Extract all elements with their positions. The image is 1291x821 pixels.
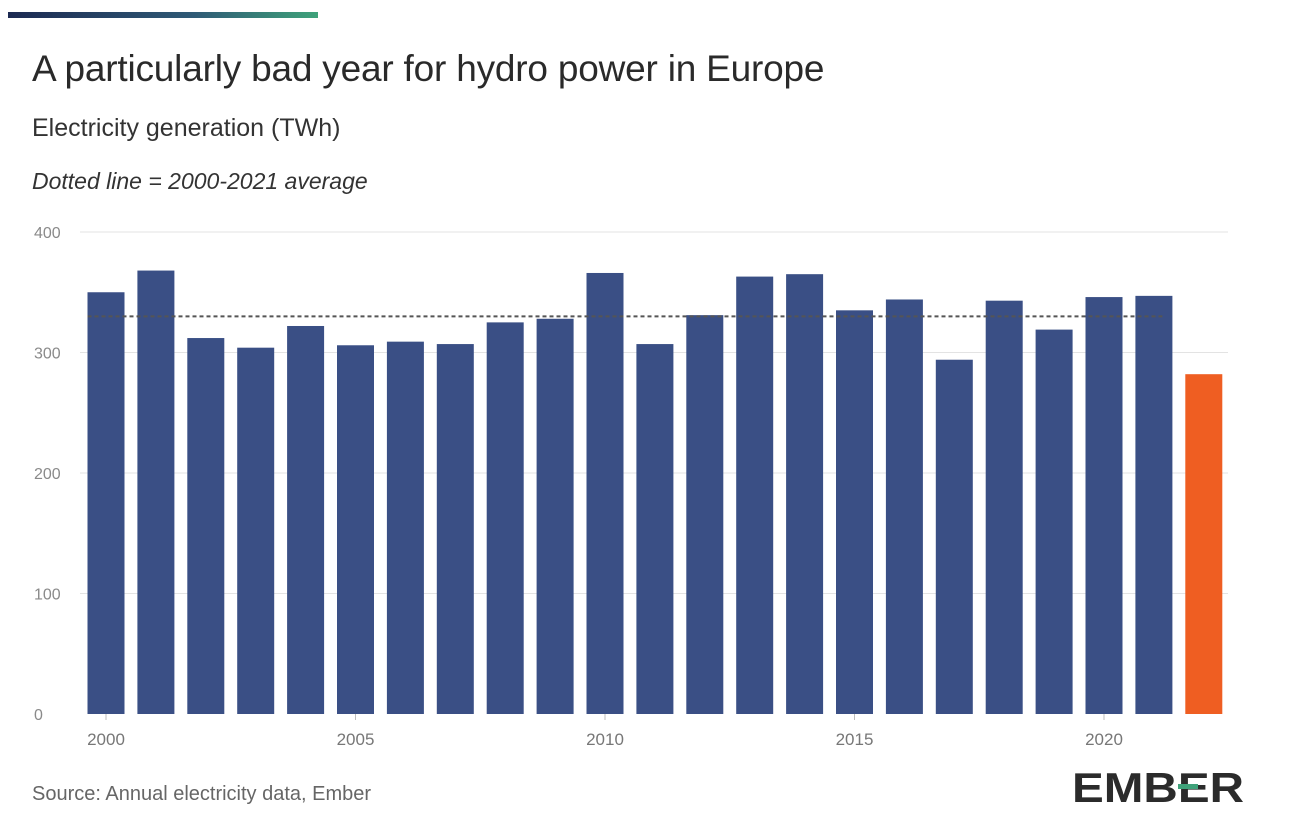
x-tick-label-2005: 2005	[337, 730, 375, 749]
chart-title: A particularly bad year for hydro power …	[32, 48, 825, 89]
bar-2016	[885, 299, 923, 714]
bar-2015	[836, 310, 873, 714]
x-tick-label-2000: 2000	[87, 730, 125, 749]
bar-2019	[1035, 329, 1073, 714]
bar-2009	[536, 318, 574, 714]
bar-2004	[287, 325, 325, 714]
bar-2005	[337, 345, 374, 714]
y-axis-ticks: 0 100 200 300 400	[34, 225, 61, 724]
y-tick-label-300: 300	[34, 346, 61, 363]
bar-chart: 0 100 200 300 400 2000 2005 2010 2015 2020	[34, 225, 1228, 749]
logo-accent-mark	[1178, 784, 1198, 789]
chart-note: Dotted line = 2000-2021 average	[32, 168, 368, 194]
chart-subtitle: Electricity generation (TWh)	[32, 114, 341, 142]
bar-2003	[237, 347, 275, 714]
x-axis-ticks: 2000 2005 2010 2015 2020	[87, 714, 1123, 749]
ember-logo: EMBER	[1072, 766, 1244, 808]
logo-text: EMBER	[1072, 766, 1244, 808]
bar-2006	[386, 341, 424, 714]
source-note: Source: Annual electricity data, Ember	[32, 783, 372, 805]
y-tick-label-400: 400	[34, 225, 61, 242]
bar-2010	[586, 272, 624, 714]
bars	[87, 270, 1223, 714]
y-tick-label-0: 0	[34, 707, 43, 724]
bar-2008	[486, 322, 524, 714]
bar-2007	[436, 344, 474, 714]
bar-2021	[1135, 295, 1173, 714]
bar-2011	[636, 344, 674, 714]
x-tick-label-2010: 2010	[586, 730, 624, 749]
bar-2013	[736, 276, 774, 714]
header-accent-bar	[8, 12, 318, 18]
bar-2018	[985, 300, 1023, 714]
bar-2022	[1185, 374, 1223, 714]
bar-2017	[935, 359, 973, 714]
y-tick-label-100: 100	[34, 587, 61, 604]
bar-2000	[87, 292, 125, 714]
bar-2012	[686, 315, 724, 714]
bar-2014	[786, 274, 824, 714]
bar-2002	[187, 338, 225, 714]
x-tick-label-2020: 2020	[1085, 730, 1123, 749]
y-tick-label-200: 200	[34, 466, 61, 483]
bar-2001	[137, 270, 175, 714]
bar-2020	[1085, 297, 1123, 714]
x-tick-label-2015: 2015	[836, 730, 874, 749]
